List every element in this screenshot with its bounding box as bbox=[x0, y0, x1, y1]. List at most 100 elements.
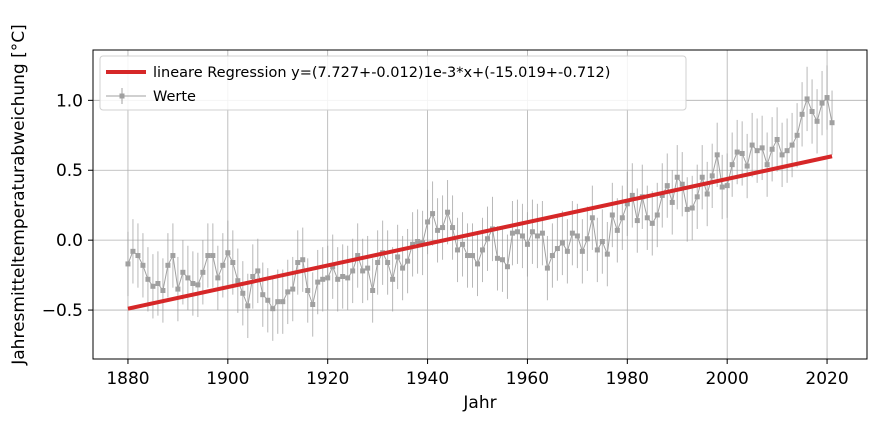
data-point bbox=[150, 283, 156, 289]
data-point bbox=[714, 152, 720, 158]
data-point bbox=[465, 253, 471, 259]
data-point bbox=[584, 236, 590, 242]
data-point bbox=[484, 236, 490, 242]
data-point bbox=[519, 233, 525, 239]
data-point bbox=[125, 261, 131, 267]
data-point bbox=[529, 229, 535, 235]
data-point bbox=[774, 136, 780, 142]
data-point bbox=[779, 152, 785, 158]
data-point bbox=[290, 286, 296, 292]
data-point bbox=[235, 278, 241, 284]
data-layer bbox=[125, 65, 835, 341]
data-point bbox=[335, 276, 341, 282]
data-point bbox=[724, 183, 730, 189]
data-point bbox=[325, 275, 331, 281]
data-point bbox=[205, 253, 211, 259]
data-point bbox=[160, 287, 166, 293]
data-point bbox=[629, 192, 635, 198]
data-point bbox=[175, 286, 181, 292]
data-point bbox=[644, 215, 650, 221]
data-point bbox=[410, 241, 416, 247]
data-point bbox=[180, 269, 186, 275]
x-tick-label: 2020 bbox=[805, 369, 848, 389]
data-point bbox=[395, 254, 401, 260]
data-point bbox=[310, 301, 316, 307]
plot-frame bbox=[92, 49, 868, 360]
data-point bbox=[534, 233, 540, 239]
data-point bbox=[634, 218, 640, 224]
data-point bbox=[215, 275, 221, 281]
regression-line bbox=[127, 154, 833, 311]
data-point bbox=[260, 292, 266, 298]
data-point bbox=[759, 145, 765, 151]
data-point bbox=[415, 239, 421, 245]
data-point bbox=[514, 229, 520, 235]
data-point bbox=[240, 290, 246, 296]
data-point bbox=[659, 192, 665, 198]
legend-data-marker bbox=[119, 93, 125, 99]
x-tick-label: 1900 bbox=[206, 369, 249, 389]
data-point bbox=[345, 275, 351, 281]
y-axis-label: Jahresmitteltemperaturabweichung [°C] bbox=[9, 24, 29, 366]
data-point bbox=[684, 206, 690, 212]
data-point bbox=[669, 199, 675, 205]
data-point bbox=[250, 274, 256, 280]
data-point bbox=[604, 251, 610, 257]
data-point bbox=[135, 253, 141, 259]
data-point bbox=[140, 262, 146, 268]
data-point bbox=[225, 250, 231, 256]
data-point bbox=[275, 299, 281, 305]
data-point bbox=[210, 253, 216, 259]
x-tick-label: 2000 bbox=[706, 369, 749, 389]
data-point bbox=[504, 264, 510, 270]
data-point bbox=[425, 219, 431, 225]
data-point bbox=[664, 183, 670, 189]
data-point bbox=[320, 276, 326, 282]
data-point bbox=[460, 241, 466, 247]
data-point bbox=[619, 215, 625, 221]
data-point bbox=[430, 211, 436, 217]
data-point bbox=[280, 299, 286, 305]
data-point bbox=[784, 148, 790, 154]
data-point bbox=[764, 162, 770, 168]
data-point bbox=[624, 201, 630, 207]
legend-regression-label: lineare Regression y=(7.727+-0.012)1e-3*… bbox=[153, 65, 610, 81]
data-point bbox=[499, 257, 505, 263]
data-point bbox=[440, 225, 446, 231]
data-point bbox=[330, 264, 336, 270]
x-tick-label: 1920 bbox=[306, 369, 349, 389]
data-point bbox=[749, 142, 755, 148]
data-point bbox=[300, 257, 306, 263]
data-point bbox=[574, 233, 580, 239]
data-line bbox=[127, 96, 833, 310]
data-point bbox=[599, 239, 605, 245]
data-point bbox=[230, 260, 236, 266]
data-point bbox=[789, 142, 795, 148]
data-point bbox=[315, 279, 321, 285]
data-point bbox=[145, 276, 151, 282]
x-tick-label: 1960 bbox=[506, 369, 549, 389]
data-point bbox=[475, 261, 481, 267]
data-point bbox=[170, 253, 176, 259]
data-point bbox=[794, 132, 800, 138]
data-point bbox=[470, 253, 476, 259]
data-point bbox=[734, 149, 740, 155]
data-point bbox=[285, 289, 291, 295]
data-point bbox=[719, 184, 725, 190]
data-point bbox=[689, 205, 695, 211]
data-point bbox=[569, 230, 575, 236]
data-point bbox=[804, 96, 810, 102]
axes: 1880 1900 1920 1940 1960 1980 2000 2020 −0.5 0.0 0… bbox=[42, 49, 868, 389]
data-point bbox=[739, 150, 745, 156]
y-tick-label: 1.0 bbox=[56, 91, 83, 111]
data-point bbox=[799, 111, 805, 117]
y-tick-label: 0.0 bbox=[56, 231, 83, 251]
data-point bbox=[699, 174, 705, 180]
legend: lineare Regression y=(7.727+-0.012)1e-3*… bbox=[99, 55, 687, 111]
data-point bbox=[295, 260, 301, 266]
x-axis-label: Jahr bbox=[462, 393, 496, 413]
data-point bbox=[819, 100, 825, 106]
data-point bbox=[814, 118, 820, 124]
data-point bbox=[694, 194, 700, 200]
